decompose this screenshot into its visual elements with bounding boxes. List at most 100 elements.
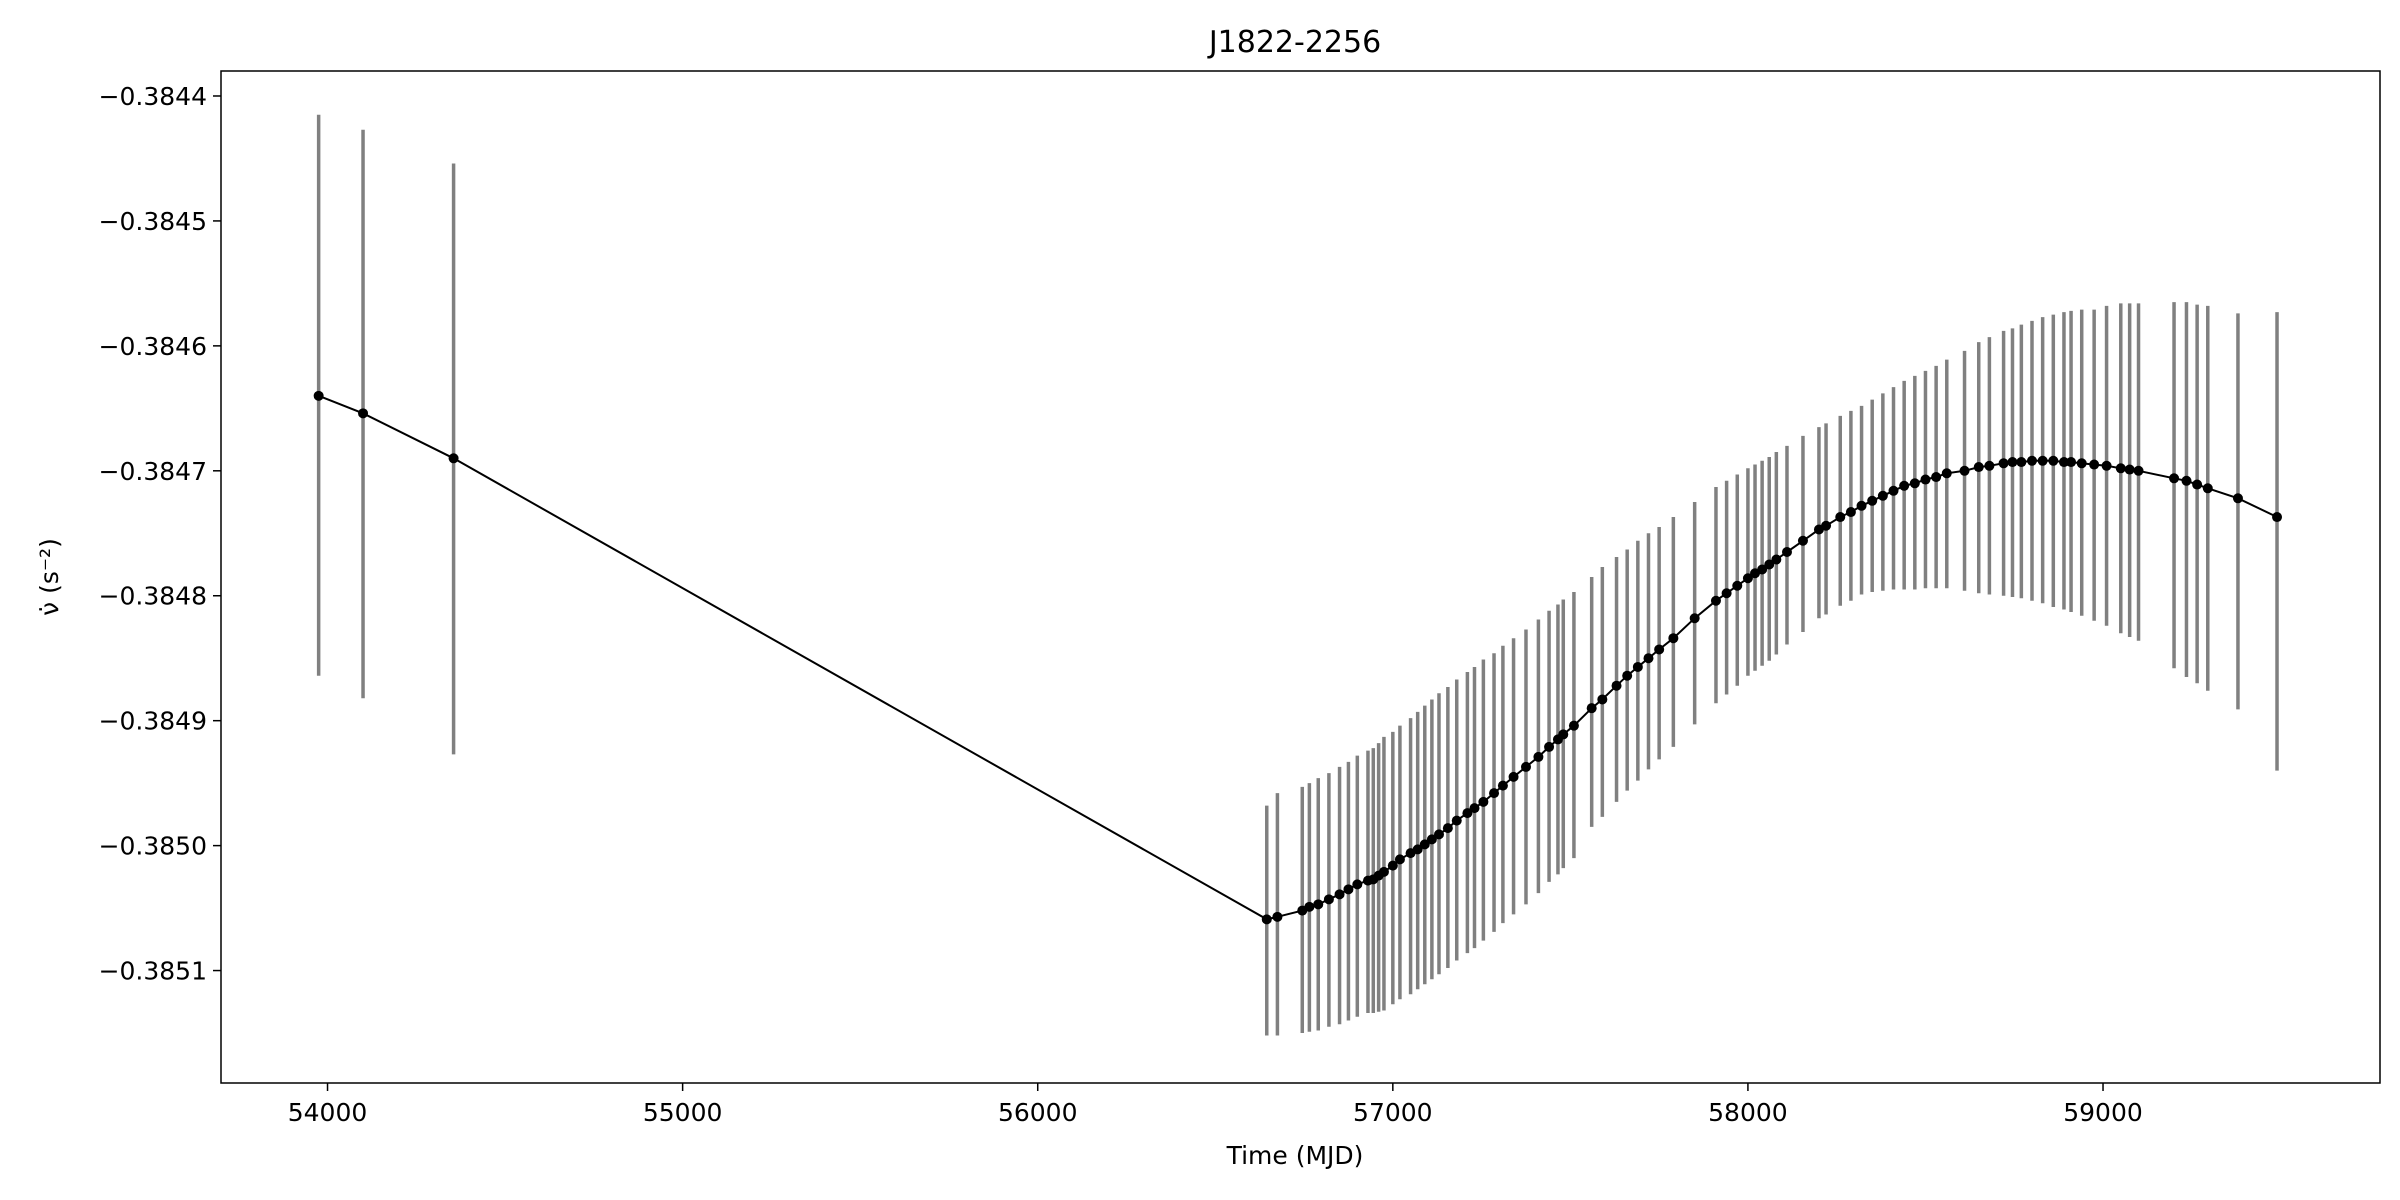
data-point: [1742, 573, 1753, 584]
data-point: [1433, 829, 1444, 840]
data-point: [1732, 580, 1743, 591]
x-axis-label: Time (MJD): [1226, 1141, 1364, 1170]
chart-title: J1822-2256: [1207, 25, 1381, 60]
data-point: [1323, 894, 1334, 905]
data-point: [2007, 457, 2018, 468]
data-point: [1622, 670, 1633, 681]
y-tick-label: −0.3848: [99, 582, 207, 611]
data-point: [1835, 512, 1846, 523]
data-point: [1797, 535, 1808, 546]
data-point: [1508, 771, 1519, 782]
data-point: [2272, 512, 2283, 523]
data-point: [1497, 780, 1508, 791]
y-tick-label: −0.3845: [99, 207, 207, 236]
data-point: [2169, 473, 2180, 484]
y-axis-ticks: −0.3844 −0.3845 −0.3846 −0.3847 −0.3848 −0.38…: [99, 82, 221, 986]
markers: [313, 390, 2283, 925]
data-point: [358, 408, 369, 419]
data-point: [2048, 455, 2059, 466]
data-point: [1378, 866, 1389, 877]
data-point: [1586, 703, 1597, 714]
data-point: [2066, 457, 2077, 468]
data-point: [1419, 839, 1430, 850]
data-point: [1478, 796, 1489, 807]
data-point: [1451, 815, 1462, 826]
data-point: [1888, 485, 1899, 496]
data-point: [1941, 468, 1952, 479]
data-point: [1856, 500, 1867, 511]
data-point: [2192, 479, 2203, 490]
data-point: [1632, 661, 1643, 672]
data-point: [1313, 899, 1324, 910]
data-point: [1710, 595, 1721, 606]
data-point: [1984, 460, 1995, 471]
data-point: [2027, 455, 2038, 466]
data-point: [2058, 457, 2069, 468]
data-point: [1412, 844, 1423, 855]
data-point: [2133, 465, 2144, 476]
data-point: [1920, 474, 1931, 485]
data-point: [1643, 653, 1654, 664]
data-point: [1261, 914, 1272, 925]
data-point: [1877, 490, 1888, 501]
data-point: [2089, 459, 2100, 470]
plot-area: [221, 71, 2380, 1083]
data-point: [1973, 462, 1984, 473]
data-point: [1654, 644, 1665, 655]
data-point: [1721, 588, 1732, 599]
x-tick-label: 56000: [998, 1098, 1078, 1127]
y-tick-label: −0.3849: [99, 707, 207, 736]
y-tick-label: −0.3850: [99, 832, 207, 861]
data-point: [2037, 455, 2048, 466]
data-point: [2115, 463, 2126, 474]
data-point: [1764, 559, 1775, 570]
data-point: [2232, 493, 2243, 504]
y-tick-label: −0.3847: [99, 457, 207, 486]
y-tick-label: −0.3844: [99, 82, 207, 111]
y-tick-label: −0.3851: [99, 957, 207, 986]
x-axis-ticks: 54000 55000 56000 57000 58000 59000: [288, 1083, 2143, 1127]
data-point: [2124, 464, 2135, 475]
data-point: [1867, 495, 1878, 506]
data-point: [1334, 889, 1345, 900]
x-tick-label: 55000: [643, 1098, 723, 1127]
data-point: [1597, 694, 1608, 705]
x-tick-label: 58000: [1708, 1098, 1788, 1127]
x-tick-label: 54000: [288, 1098, 368, 1127]
data-point: [2076, 458, 2087, 469]
data-point: [1558, 729, 1569, 740]
data-point: [1462, 808, 1473, 819]
data-point: [1821, 520, 1832, 531]
data-point: [1426, 834, 1437, 845]
data-point: [1899, 480, 1910, 491]
data-point: [1845, 507, 1856, 518]
data-point: [1689, 613, 1700, 624]
y-axis-label: ν̇ (s⁻²): [35, 538, 64, 616]
data-point: [2016, 457, 2027, 468]
data-point: [1394, 854, 1405, 865]
data-point: [1343, 884, 1354, 895]
data-point: [2202, 483, 2213, 494]
plot-frame: [220, 70, 2381, 1084]
data-point: [1520, 761, 1531, 772]
data-point: [1544, 741, 1555, 752]
data-point: [1533, 751, 1544, 762]
data-point: [1304, 901, 1315, 912]
data-point: [2181, 475, 2192, 486]
data-point: [1757, 564, 1768, 575]
data-point: [1387, 860, 1398, 871]
data-point: [1931, 472, 1942, 483]
data-point: [1998, 458, 2009, 469]
y-tick-label: −0.3846: [99, 332, 207, 361]
data-point: [1568, 720, 1579, 731]
data-point: [1611, 680, 1622, 691]
data-point: [1959, 465, 1970, 476]
x-tick-label: 57000: [1353, 1098, 1433, 1127]
data-point: [1781, 547, 1792, 558]
data-point: [2101, 460, 2112, 471]
data-point: [1668, 633, 1679, 644]
data-point: [1442, 823, 1453, 834]
data-point: [313, 390, 324, 401]
data-point: [1469, 803, 1480, 814]
